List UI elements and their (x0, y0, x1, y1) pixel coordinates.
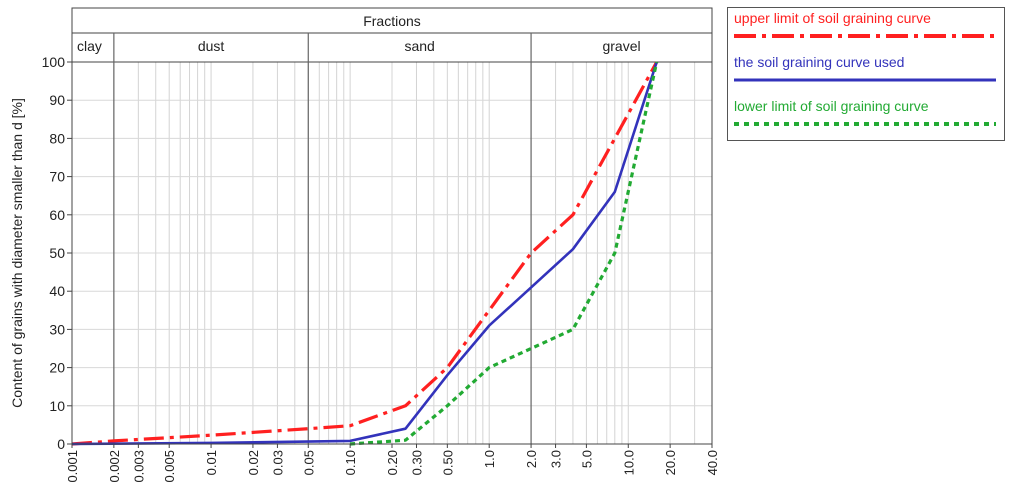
legend-swatch-lower-limit (734, 122, 996, 126)
x-tick-label: 1.0 (482, 450, 497, 468)
fraction-label-gravel: gravel (602, 38, 640, 54)
y-tick-label: 60 (49, 207, 65, 223)
x-tick-label: 3.0 (549, 450, 564, 468)
x-tick-label: 40.0 (705, 450, 720, 475)
fraction-label-clay: clay (77, 38, 102, 54)
x-tick-label: 0.005 (162, 450, 177, 483)
x-axis-ticks: 0.001 0.002 0.003 0.005 0.01 0.02 0.03 0.05 0.10… (65, 444, 720, 483)
y-tick-label: 100 (42, 54, 66, 70)
x-tick-label: 0.05 (301, 450, 316, 475)
y-tick-label: 30 (49, 321, 65, 337)
series-line-2 (349, 61, 659, 446)
legend-swatch-curve-used (734, 78, 996, 82)
y-tick-label: 10 (49, 398, 65, 414)
x-tick-label: 0.002 (107, 450, 122, 483)
legend-item-curve-used: the soil graining curve used (728, 52, 1004, 96)
x-tick-label: 5.0 (579, 450, 594, 468)
y-tick-label: 70 (49, 169, 65, 185)
fractions-title: Fractions (363, 13, 421, 29)
x-tick-label: 20.0 (663, 450, 678, 475)
series-line-0 (71, 61, 659, 446)
x-tick-label: 0.50 (440, 450, 455, 475)
legend-item-upper-limit: upper limit of soil graining curve (728, 8, 1004, 52)
legend-label-lower-limit: lower limit of soil graining curve (734, 98, 929, 114)
graining-chart: Fractions clay dust sand gravel 0 10 20 30 40 50… (9, 7, 720, 483)
x-tick-label: 0.001 (65, 450, 80, 483)
x-tick-label: 0.02 (246, 450, 261, 475)
legend: upper limit of soil graining curve the s… (727, 7, 1005, 141)
y-tick-label: 0 (57, 436, 65, 452)
fraction-label-sand: sand (404, 38, 434, 54)
y-tick-label: 90 (49, 92, 65, 108)
y-axis-label: Content of grains with diameter smaller … (9, 98, 25, 408)
fractions-header-frame (71, 7, 713, 63)
x-tick-label: 0.01 (204, 450, 219, 475)
legend-item-lower-limit: lower limit of soil graining curve (728, 96, 1004, 140)
legend-label-curve-used: the soil graining curve used (734, 54, 905, 70)
y-axis-ticks: 0 10 20 30 40 50 60 70 80 90 100 (42, 54, 72, 452)
fractions-header: Fractions clay dust sand gravel (71, 7, 713, 444)
x-tick-label: 0.03 (270, 450, 285, 475)
legend-swatch-upper-limit (734, 34, 996, 38)
y-tick-label: 20 (49, 360, 65, 376)
y-tick-label: 80 (49, 130, 65, 146)
y-tick-label: 50 (49, 245, 65, 261)
legend-label-upper-limit: upper limit of soil graining curve (734, 10, 931, 26)
x-tick-label: 2.0 (524, 450, 539, 468)
series-layer (71, 61, 659, 446)
x-tick-label: 0.003 (131, 450, 146, 483)
fraction-label-dust: dust (198, 38, 225, 54)
x-tick-label: 0.20 (385, 450, 400, 475)
x-tick-label: 0.30 (409, 450, 424, 475)
y-tick-label: 40 (49, 283, 65, 299)
x-tick-label: 0.10 (343, 450, 358, 475)
series-line-1 (71, 61, 658, 446)
x-tick-label: 10.0 (621, 450, 636, 475)
